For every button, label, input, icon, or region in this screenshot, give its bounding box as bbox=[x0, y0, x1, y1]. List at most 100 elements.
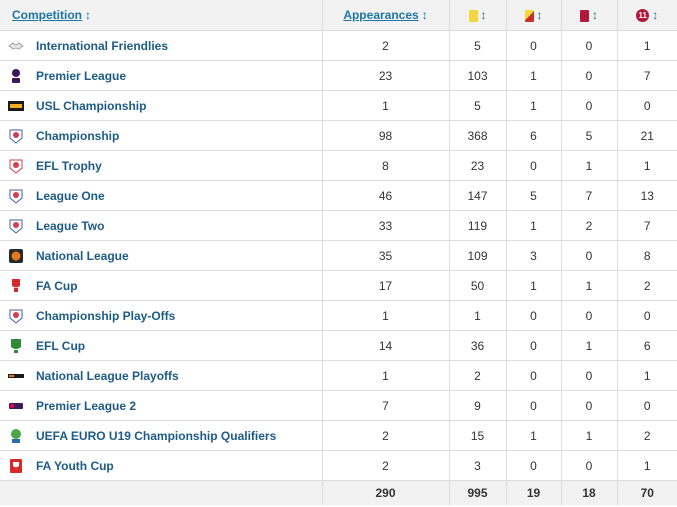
stat-cell-4: 7 bbox=[617, 210, 677, 241]
goals-header[interactable]: ↕ bbox=[449, 0, 507, 31]
stat-cell-4: 1 bbox=[617, 360, 677, 391]
stat-cell-1: 23 bbox=[449, 150, 507, 181]
stat-cell-4: 7 bbox=[617, 60, 677, 91]
stat-cell-1: 103 bbox=[449, 60, 507, 91]
stat-cell-1: 15 bbox=[449, 420, 507, 451]
fa-youth-cup-logo[interactable] bbox=[8, 458, 24, 474]
competition-link[interactable]: FA Cup bbox=[36, 278, 78, 293]
appearances-cell: 1 bbox=[322, 360, 450, 391]
yellow-red-card-icon bbox=[524, 9, 534, 22]
stat-cell-1: 5 bbox=[449, 30, 507, 61]
efl-logo[interactable] bbox=[8, 188, 24, 204]
stat-cell-2: 0 bbox=[506, 450, 562, 481]
stat-cell-4: 8 bbox=[617, 240, 677, 271]
competition-link[interactable]: League Two bbox=[36, 218, 105, 233]
stat-cell-2: 1 bbox=[506, 90, 562, 121]
stat-cell-3: 1 bbox=[561, 270, 618, 301]
competition-cell: National League Playoffs bbox=[0, 360, 323, 391]
competition-cell: UEFA EURO U19 Championship Qualifiers bbox=[0, 420, 323, 451]
appearances-cell: 35 bbox=[322, 240, 450, 271]
stat-cell-1: 5 bbox=[449, 90, 507, 121]
competition-link[interactable]: UEFA EURO U19 Championship Qualifiers bbox=[36, 428, 277, 443]
efl-logo[interactable] bbox=[8, 308, 24, 324]
stat-cell-1: 147 bbox=[449, 180, 507, 211]
stat-cell-1: 368 bbox=[449, 120, 507, 151]
yellow-card-icon bbox=[468, 9, 478, 22]
stat-cell-1: 2 bbox=[449, 360, 507, 391]
stat-cell-3: 1 bbox=[561, 150, 618, 181]
stat-cell-1: 119 bbox=[449, 210, 507, 241]
stat-cell-2: 1 bbox=[506, 420, 562, 451]
uefa-u19-logo[interactable] bbox=[8, 428, 24, 444]
table-row: Premier League 23 103 1 0 7 bbox=[0, 60, 677, 91]
competition-link[interactable]: USL Championship bbox=[36, 98, 147, 113]
premier-league-logo[interactable] bbox=[8, 68, 24, 84]
friendly-handshake-icon[interactable] bbox=[8, 38, 24, 54]
stat-cell-3: 0 bbox=[561, 30, 618, 61]
sort-icon[interactable]: ↕ bbox=[652, 7, 659, 22]
table-row: USL Championship 1 5 1 0 0 bbox=[0, 90, 677, 121]
sort-icon[interactable]: ↕ bbox=[480, 8, 487, 22]
appearances-cell: 46 bbox=[322, 180, 450, 211]
competition-link[interactable]: FA Youth Cup bbox=[36, 458, 114, 473]
efl-trophy-logo[interactable] bbox=[8, 158, 24, 174]
table-row: Championship Play-Offs 1 1 0 0 0 bbox=[0, 300, 677, 331]
competition-cell: International Friendlies bbox=[0, 30, 323, 61]
competition-cell: EFL Cup bbox=[0, 330, 323, 361]
appearances-header[interactable]: Appearances ↕ bbox=[322, 0, 450, 31]
sort-icon[interactable]: ↕ bbox=[536, 8, 543, 22]
competition-link[interactable]: Championship bbox=[36, 128, 120, 143]
stat-cell-2: 6 bbox=[506, 120, 562, 151]
competition-sort-link[interactable]: Competition bbox=[12, 8, 82, 22]
red-card-header[interactable]: ↕ bbox=[561, 0, 618, 31]
competition-link[interactable]: National League bbox=[36, 248, 129, 263]
stat-cell-3: 0 bbox=[561, 90, 618, 121]
stat-cell-3: 2 bbox=[561, 210, 618, 241]
stat-cell-2: 0 bbox=[506, 330, 562, 361]
sort-icon[interactable]: ↕ bbox=[421, 8, 428, 22]
appearances-cell: 2 bbox=[322, 30, 450, 61]
stat-cell-1: 109 bbox=[449, 240, 507, 271]
total-appearances: 290 bbox=[322, 480, 450, 505]
efl-logo[interactable] bbox=[8, 128, 24, 144]
appearances-cell: 33 bbox=[322, 210, 450, 241]
competition-link[interactable]: National League Playoffs bbox=[36, 368, 179, 383]
usl-logo[interactable] bbox=[8, 98, 24, 114]
competition-link[interactable]: Championship Play-Offs bbox=[36, 308, 176, 323]
stat-cell-1: 9 bbox=[449, 390, 507, 421]
stat-cell-2: 5 bbox=[506, 180, 562, 211]
competition-cell: USL Championship bbox=[0, 90, 323, 121]
fa-cup-logo[interactable] bbox=[8, 278, 24, 294]
stat-cell-3: 0 bbox=[561, 240, 618, 271]
efl-logo[interactable] bbox=[8, 218, 24, 234]
yellow-red-header[interactable]: ↕ bbox=[506, 0, 562, 31]
competition-link[interactable]: International Friendlies bbox=[36, 38, 169, 53]
national-league-playoffs-logo[interactable] bbox=[8, 368, 24, 384]
competition-cell: Premier League 2 bbox=[0, 390, 323, 421]
sort-icon[interactable]: ↕ bbox=[85, 8, 91, 22]
premier-league-2-logo[interactable] bbox=[8, 398, 24, 414]
competition-cell: League One bbox=[0, 180, 323, 211]
appearances-cell: 1 bbox=[322, 90, 450, 121]
table-header-row: Competition ↕ Appearances ↕ ↕ ↕ ↕ 11 ↕ bbox=[0, 0, 677, 31]
competition-link[interactable]: EFL Trophy bbox=[36, 158, 102, 173]
appearances-cell: 98 bbox=[322, 120, 450, 151]
competition-cell: FA Youth Cup bbox=[0, 450, 323, 481]
sort-icon[interactable]: ↕ bbox=[592, 8, 598, 22]
table-row: EFL Cup 14 36 0 1 6 bbox=[0, 330, 677, 361]
national-league-logo[interactable] bbox=[8, 248, 24, 264]
stat-cell-4: 1 bbox=[617, 450, 677, 481]
stat-cell-2: 0 bbox=[506, 300, 562, 331]
appearances-cell: 14 bbox=[322, 330, 450, 361]
table-row: League Two 33 119 1 2 7 bbox=[0, 210, 677, 241]
table-row: Championship 98 368 6 5 21 bbox=[0, 120, 677, 151]
competition-link[interactable]: EFL Cup bbox=[36, 338, 86, 353]
table-row: EFL Trophy 8 23 0 1 1 bbox=[0, 150, 677, 181]
competition-link[interactable]: Premier League bbox=[36, 68, 127, 83]
competition-link[interactable]: League One bbox=[36, 188, 105, 203]
competition-link[interactable]: Premier League 2 bbox=[36, 398, 137, 413]
appearances-sort-link[interactable]: Appearances bbox=[343, 8, 419, 22]
penalty-header[interactable]: 11 ↕ bbox=[617, 0, 677, 31]
competition-header[interactable]: Competition ↕ bbox=[0, 0, 323, 31]
efl-cup-logo[interactable] bbox=[8, 338, 24, 354]
